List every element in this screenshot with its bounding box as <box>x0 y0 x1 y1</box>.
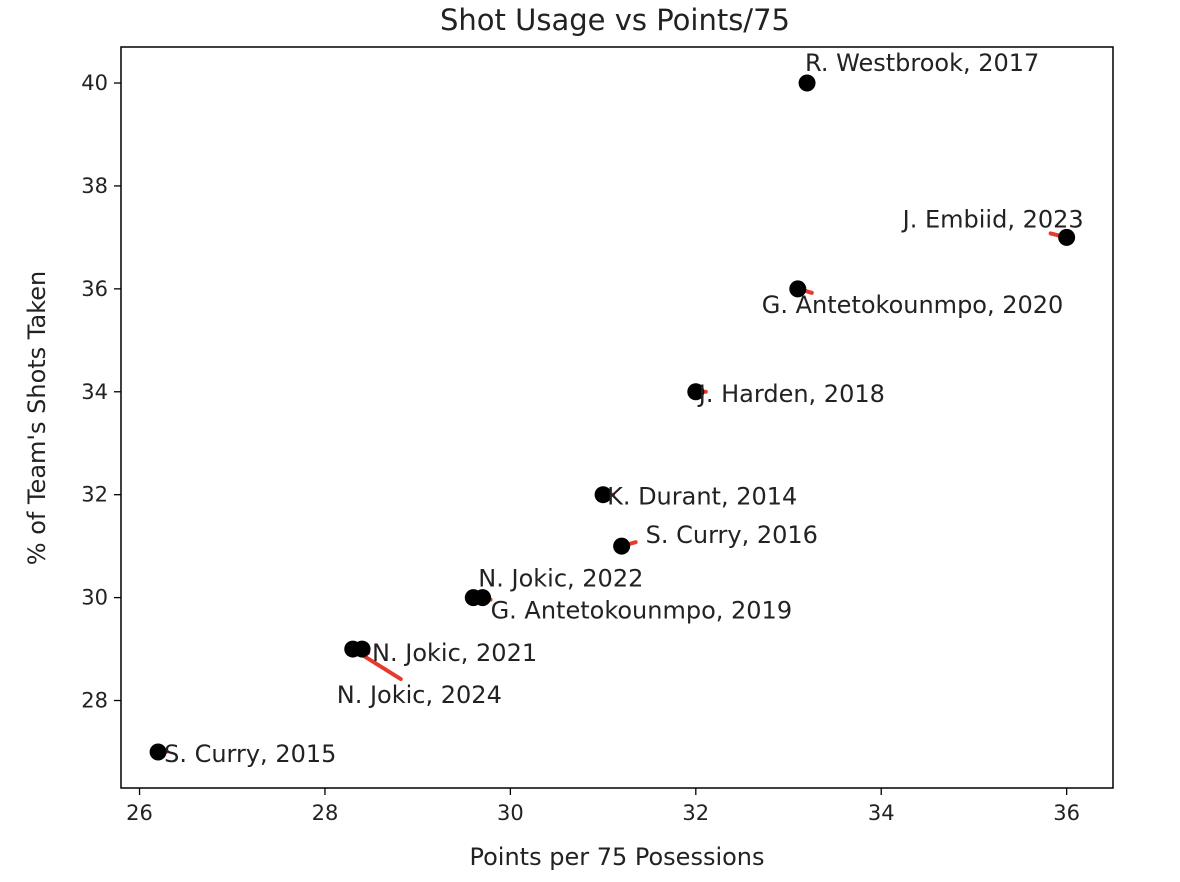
x-axis-label: Points per 75 Posessions <box>469 843 764 871</box>
x-tick-label: 26 <box>126 801 153 825</box>
data-point <box>353 640 371 658</box>
y-tick-label: 28 <box>81 689 108 713</box>
y-tick-label: 40 <box>81 71 108 95</box>
point-label: S. Curry, 2016 <box>646 521 818 549</box>
data-point <box>474 589 492 607</box>
chart-title: Shot Usage vs Points/75 <box>440 3 790 37</box>
x-tick-label: 28 <box>312 801 339 825</box>
y-axis-label: % of Team's Shots Taken <box>23 271 51 565</box>
y-tick-label: 34 <box>81 380 108 404</box>
y-tick-label: 32 <box>81 483 108 507</box>
y-tick-label: 38 <box>81 174 108 198</box>
point-label-layer: S. Curry, 2015 N. Jokic, 2024 N. Jokic, 20… <box>164 49 1084 768</box>
plot-frame <box>120 46 1114 789</box>
data-point <box>789 280 807 298</box>
data-point <box>594 486 612 504</box>
point-label: G. Antetokounmpo, 2019 <box>491 597 793 625</box>
point-label: G. Antetokounmpo, 2020 <box>762 291 1064 319</box>
data-point <box>1058 228 1076 246</box>
point-layer <box>149 74 1076 761</box>
y-tick-label: 36 <box>81 277 108 301</box>
point-label: K. Durant, 2014 <box>607 483 797 511</box>
tick-layer: 26 28 30 32 34 36 28 30 32 34 36 38 40 <box>81 71 1080 825</box>
point-label: N. Jokic, 2022 <box>478 565 643 593</box>
data-point <box>149 743 167 761</box>
point-label: N. Jokic, 2024 <box>337 681 502 709</box>
point-label: N. Jokic, 2021 <box>372 639 537 667</box>
data-point <box>613 537 631 555</box>
x-tick-label: 30 <box>497 801 524 825</box>
point-label: R. Westbrook, 2017 <box>805 49 1039 77</box>
x-tick-label: 36 <box>1053 801 1080 825</box>
x-tick-label: 32 <box>682 801 709 825</box>
y-tick-label: 30 <box>81 586 108 610</box>
x-tick-label: 34 <box>868 801 895 825</box>
data-point <box>798 74 816 92</box>
data-point <box>687 383 705 401</box>
point-label: J. Harden, 2018 <box>697 380 885 408</box>
point-label: J. Embiid, 2023 <box>901 205 1084 233</box>
point-label: S. Curry, 2015 <box>164 740 336 768</box>
